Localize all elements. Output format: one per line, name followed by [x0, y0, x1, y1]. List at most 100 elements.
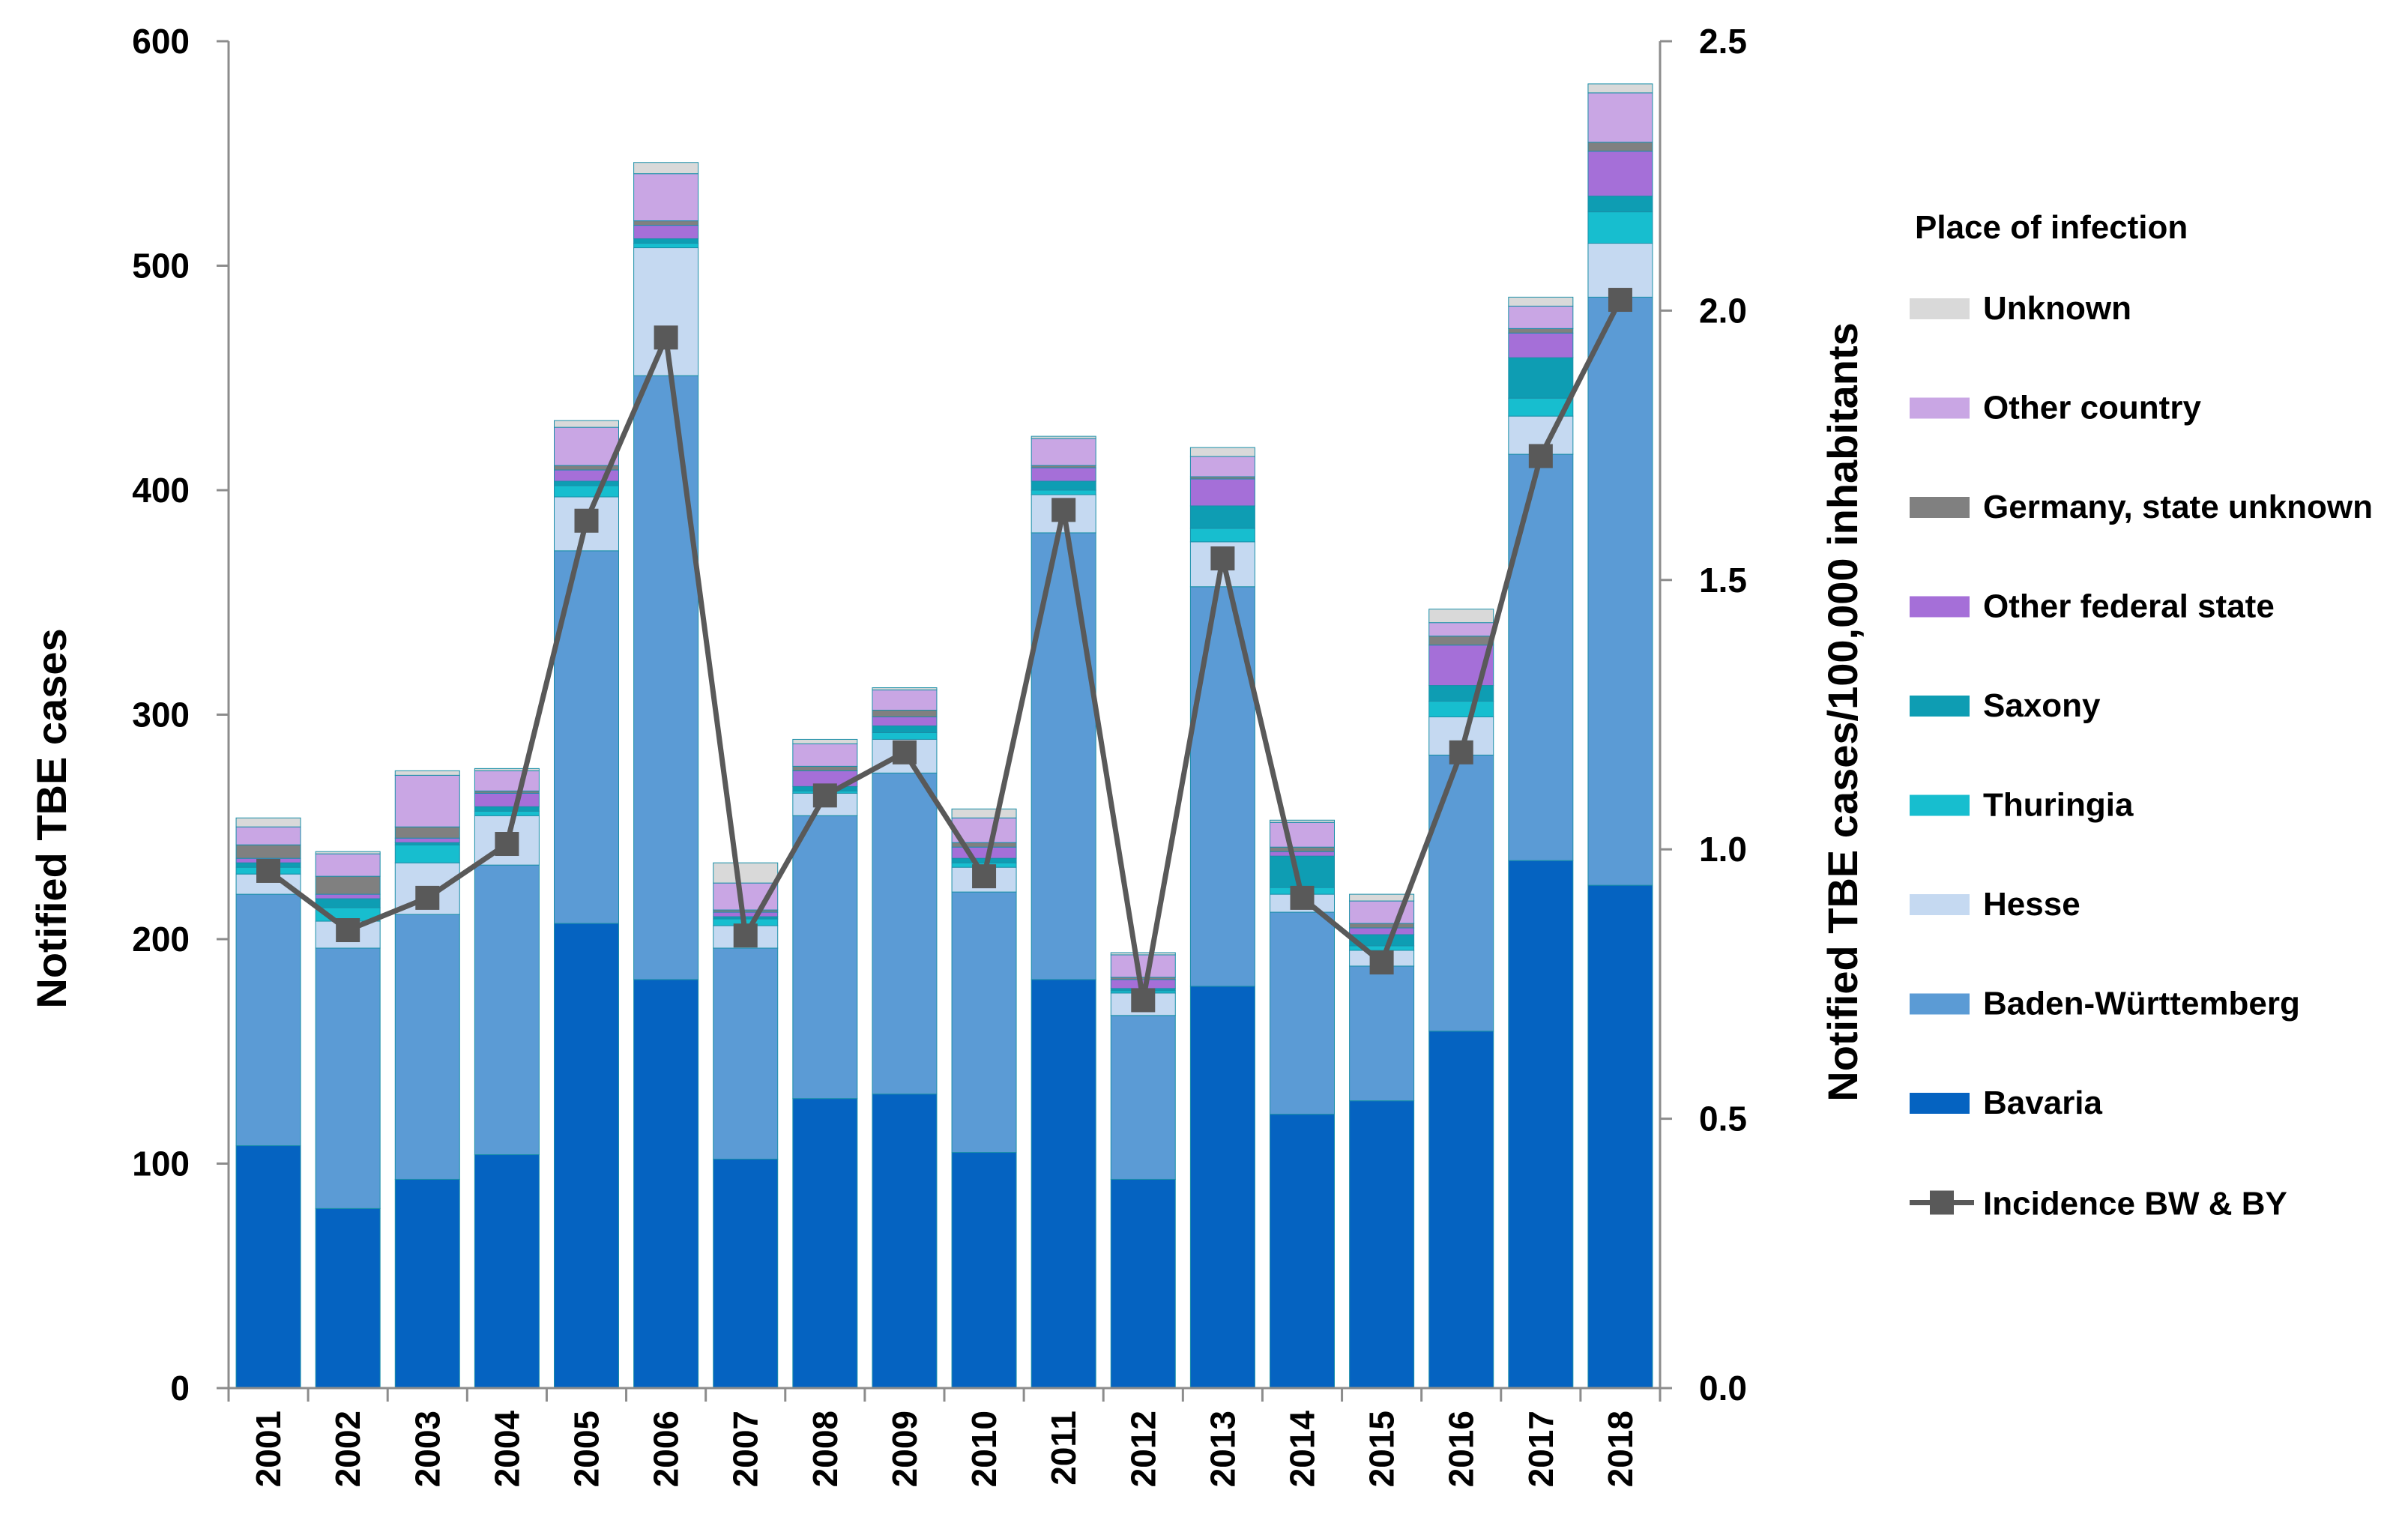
bar-segment	[235, 844, 301, 859]
legend-label: Unknown	[1983, 290, 2131, 327]
x-tick-label: 2013	[1203, 1411, 1242, 1487]
y-tick-label: 100	[132, 1144, 190, 1183]
bar-segment	[633, 238, 699, 244]
incidence-marker	[1528, 444, 1553, 468]
bar-segment	[792, 1098, 858, 1389]
bar-segment	[235, 826, 301, 845]
bar-segment	[1349, 893, 1415, 902]
bar-segment	[951, 846, 1017, 859]
y-tick-label: 300	[132, 696, 190, 735]
bar-segment	[713, 947, 779, 1160]
legend-swatch	[1910, 794, 1970, 816]
bar-segment	[1349, 923, 1415, 929]
bar-segment	[1428, 1031, 1494, 1389]
bar-segment	[872, 716, 938, 726]
bar-segment	[633, 243, 699, 249]
bar-segment	[1428, 636, 1494, 646]
x-tick-label: 2005	[567, 1411, 606, 1487]
bar-segment	[1270, 911, 1335, 1115]
bar-segment	[872, 772, 938, 1095]
legend-swatch	[1910, 497, 1970, 518]
bar-segment	[315, 875, 381, 895]
legend-label: Bavaria	[1983, 1085, 2103, 1121]
stacked-bars	[235, 83, 1653, 1389]
x-tick-label: 2001	[249, 1411, 288, 1487]
y-axis-title: Notified TBE cases	[28, 628, 75, 1008]
x-tick-label: 2004	[487, 1411, 526, 1488]
legend-swatch	[1910, 696, 1970, 717]
bar-segment	[1031, 489, 1096, 495]
y-tick-label: 0	[170, 1369, 190, 1408]
bar-segment	[394, 826, 460, 839]
y2-tick-label: 2.0	[1699, 291, 1747, 330]
bar-segment	[1508, 860, 1574, 1389]
bar-segment	[315, 1207, 381, 1389]
bar-segment	[315, 898, 381, 908]
x-tick-label: 2002	[328, 1411, 367, 1487]
x-tick-label: 2008	[806, 1411, 845, 1487]
y-tick-label: 600	[132, 22, 190, 61]
bar-segment	[474, 1154, 540, 1389]
bar-segment	[1189, 478, 1255, 507]
bar-segment	[394, 774, 460, 827]
bar-segment	[1428, 622, 1494, 637]
bar-segment	[1270, 819, 1335, 823]
bar-segment	[315, 851, 381, 854]
legend-swatch	[1910, 298, 1970, 319]
bar-segment	[1189, 456, 1255, 477]
bar-segment	[633, 225, 699, 240]
y-tick-label: 500	[132, 247, 190, 286]
x-tick-label: 2007	[726, 1411, 765, 1487]
bar-segment	[1349, 965, 1415, 1102]
legend-swatch	[1910, 397, 1970, 419]
bar-segment	[1587, 92, 1653, 143]
incidence-marker	[256, 858, 281, 883]
bar-segment	[1349, 1100, 1415, 1389]
bar-segment	[1031, 532, 1096, 980]
bar-segment	[474, 810, 540, 816]
bar-segment	[474, 767, 540, 771]
bar-segment	[1189, 528, 1255, 543]
incidence-marker	[1449, 740, 1473, 764]
bar-segment	[1270, 846, 1335, 852]
bar-segment	[474, 792, 540, 807]
bar-segment	[474, 864, 540, 1156]
bar-segment	[1031, 467, 1096, 482]
bar-segment	[1508, 332, 1574, 358]
x-tick-label: 2003	[408, 1411, 447, 1487]
bar-segment	[1508, 453, 1574, 861]
bar-segment	[394, 837, 460, 843]
bar-segment	[872, 732, 938, 740]
bar-segment	[554, 923, 619, 1389]
bar-segment	[1110, 954, 1176, 978]
legend-marker	[1930, 1190, 1954, 1215]
bar-segment	[872, 725, 938, 733]
legend-label: Saxony	[1983, 687, 2101, 724]
x-tick-label: 2010	[965, 1411, 1004, 1487]
bar-segment	[633, 173, 699, 222]
incidence-marker	[1290, 885, 1315, 910]
x-tick-label: 2015	[1363, 1411, 1401, 1487]
legend-label: Incidence BW & BY	[1983, 1186, 2287, 1222]
y2-tick-label: 1.5	[1699, 561, 1747, 600]
y-tick-label: 400	[132, 471, 190, 510]
bar-segment	[792, 738, 858, 744]
bar-segment	[633, 375, 699, 980]
bar-segment	[951, 808, 1017, 818]
x-tick-label: 2006	[647, 1411, 686, 1487]
bar-segment	[1031, 480, 1096, 491]
bar-segment	[394, 914, 460, 1180]
legend-label: Other country	[1983, 390, 2201, 426]
bar-segment	[1428, 609, 1494, 624]
y2-tick-label: 0.0	[1699, 1369, 1747, 1408]
bar-segment	[315, 853, 381, 877]
bar-segment	[394, 1178, 460, 1389]
y2-axis-title: Notified TBE cases/100,000 inhabitants	[1819, 322, 1866, 1101]
bar-segment	[1270, 821, 1335, 848]
y2-tick-label: 2.5	[1699, 22, 1747, 61]
bar-segment	[1587, 151, 1653, 197]
x-tick-label: 2016	[1442, 1411, 1481, 1487]
bar-segment	[1349, 927, 1415, 935]
bar-segment	[1508, 296, 1574, 307]
